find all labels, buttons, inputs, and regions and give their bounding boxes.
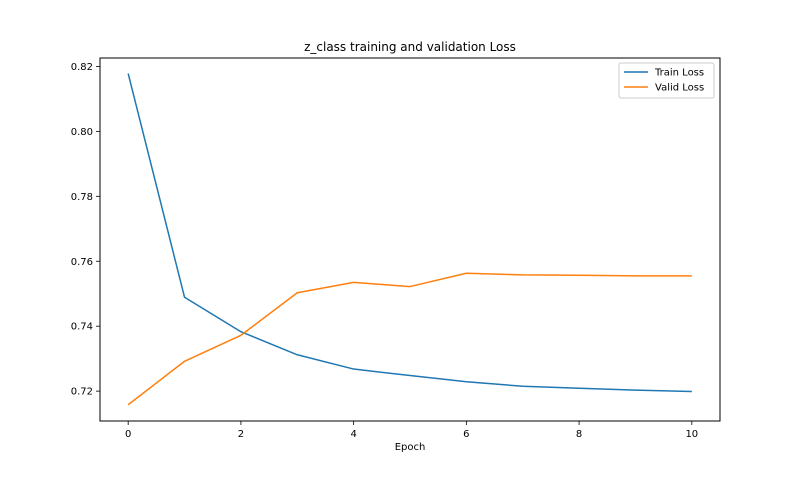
x-axis-title: Epoch — [395, 442, 426, 453]
x-tick-label: 10 — [685, 429, 698, 440]
y-tick-label: 0.78 — [71, 192, 93, 203]
x-tick-label: 4 — [350, 429, 356, 440]
x-tick-label: 6 — [463, 429, 469, 440]
legend: Train Loss Valid Loss — [618, 62, 715, 99]
y-tick-label: 0.74 — [71, 322, 93, 333]
x-tick-label: 2 — [238, 429, 244, 440]
y-tick-label: 0.72 — [71, 387, 93, 398]
x-tick-label: 0 — [125, 429, 131, 440]
chart-title: z_class training and validation Loss — [304, 40, 516, 54]
y-tick-label: 0.82 — [71, 62, 93, 73]
legend-label: Valid Loss — [655, 83, 704, 94]
axes-frame — [99, 57, 721, 422]
valid-loss-line — [127, 272, 692, 406]
train-loss-line — [127, 73, 692, 393]
legend-label: Train Loss — [654, 68, 704, 79]
y-tick-label: 0.76 — [71, 257, 93, 268]
y-tick-label: 0.80 — [71, 127, 93, 138]
x-tick-label: 8 — [576, 429, 582, 440]
plot-area — [127, 73, 692, 406]
